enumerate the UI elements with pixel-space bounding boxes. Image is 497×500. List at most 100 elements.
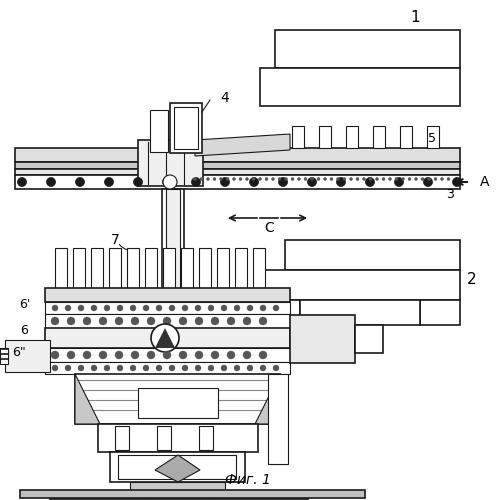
Circle shape <box>115 317 123 325</box>
Circle shape <box>208 365 214 371</box>
Bar <box>181 248 193 290</box>
Circle shape <box>200 178 203 180</box>
Circle shape <box>51 351 59 359</box>
Bar <box>118 455 236 479</box>
Circle shape <box>193 178 196 180</box>
Circle shape <box>169 365 175 371</box>
Circle shape <box>336 178 345 186</box>
Bar <box>145 497 210 500</box>
Circle shape <box>311 178 314 180</box>
Circle shape <box>365 178 375 186</box>
Text: 5: 5 <box>428 132 436 144</box>
Circle shape <box>247 305 253 311</box>
Bar <box>163 248 175 290</box>
Circle shape <box>402 178 405 180</box>
Bar <box>292 126 304 148</box>
Bar <box>346 126 358 148</box>
Circle shape <box>362 178 365 180</box>
Circle shape <box>117 305 123 311</box>
Bar <box>127 248 139 290</box>
Polygon shape <box>75 374 100 424</box>
Circle shape <box>452 178 462 186</box>
Circle shape <box>211 317 219 325</box>
Circle shape <box>182 305 188 311</box>
Circle shape <box>163 178 171 186</box>
Bar <box>20 490 365 498</box>
Circle shape <box>336 178 339 180</box>
Circle shape <box>78 365 84 371</box>
Circle shape <box>147 317 155 325</box>
Circle shape <box>440 178 443 180</box>
Circle shape <box>243 317 251 325</box>
Bar <box>290 315 355 363</box>
Circle shape <box>76 178 84 186</box>
Bar <box>98 424 258 452</box>
Circle shape <box>99 317 107 325</box>
Bar <box>138 140 203 186</box>
Circle shape <box>226 178 229 180</box>
Text: 1: 1 <box>410 10 420 26</box>
Bar <box>5 340 50 372</box>
Circle shape <box>278 178 287 186</box>
Polygon shape <box>155 455 200 482</box>
Circle shape <box>65 305 71 311</box>
Circle shape <box>258 178 261 180</box>
Circle shape <box>252 178 255 180</box>
Circle shape <box>91 305 97 311</box>
Circle shape <box>131 351 139 359</box>
Bar <box>15 162 460 169</box>
Bar <box>50 499 308 500</box>
Circle shape <box>243 351 251 359</box>
Bar <box>110 452 245 482</box>
Text: 6': 6' <box>18 298 30 312</box>
Bar <box>109 248 121 290</box>
Bar <box>260 68 460 106</box>
Circle shape <box>83 351 91 359</box>
Text: 6: 6 <box>20 324 28 336</box>
Bar <box>73 248 85 290</box>
Bar <box>355 325 383 353</box>
Circle shape <box>65 365 71 371</box>
Circle shape <box>249 178 258 186</box>
Bar <box>400 126 412 148</box>
Bar <box>199 426 213 450</box>
Circle shape <box>298 178 301 180</box>
Circle shape <box>284 178 287 180</box>
Circle shape <box>221 305 227 311</box>
Bar <box>138 388 218 418</box>
Bar <box>157 426 171 450</box>
Circle shape <box>91 365 97 371</box>
Circle shape <box>195 351 203 359</box>
Circle shape <box>104 365 110 371</box>
Circle shape <box>343 178 346 180</box>
Circle shape <box>52 305 58 311</box>
Circle shape <box>179 351 187 359</box>
Circle shape <box>195 305 201 311</box>
Circle shape <box>265 178 268 180</box>
Circle shape <box>259 317 267 325</box>
Circle shape <box>78 305 84 311</box>
Circle shape <box>163 351 171 359</box>
Bar <box>130 482 225 497</box>
Bar <box>45 348 290 362</box>
Bar <box>235 248 247 290</box>
Circle shape <box>273 305 279 311</box>
Bar <box>145 248 157 290</box>
Circle shape <box>206 178 210 180</box>
Bar <box>15 148 460 162</box>
Circle shape <box>247 365 253 371</box>
Bar <box>174 107 198 149</box>
Circle shape <box>389 178 392 180</box>
Bar <box>253 248 265 290</box>
Text: Фиг. 1: Фиг. 1 <box>225 473 271 487</box>
Circle shape <box>47 178 56 186</box>
Circle shape <box>324 178 327 180</box>
Circle shape <box>376 178 379 180</box>
Circle shape <box>195 317 203 325</box>
Circle shape <box>221 178 230 186</box>
Circle shape <box>99 351 107 359</box>
Circle shape <box>163 317 171 325</box>
Circle shape <box>151 324 179 352</box>
Circle shape <box>408 178 411 180</box>
Circle shape <box>369 178 372 180</box>
